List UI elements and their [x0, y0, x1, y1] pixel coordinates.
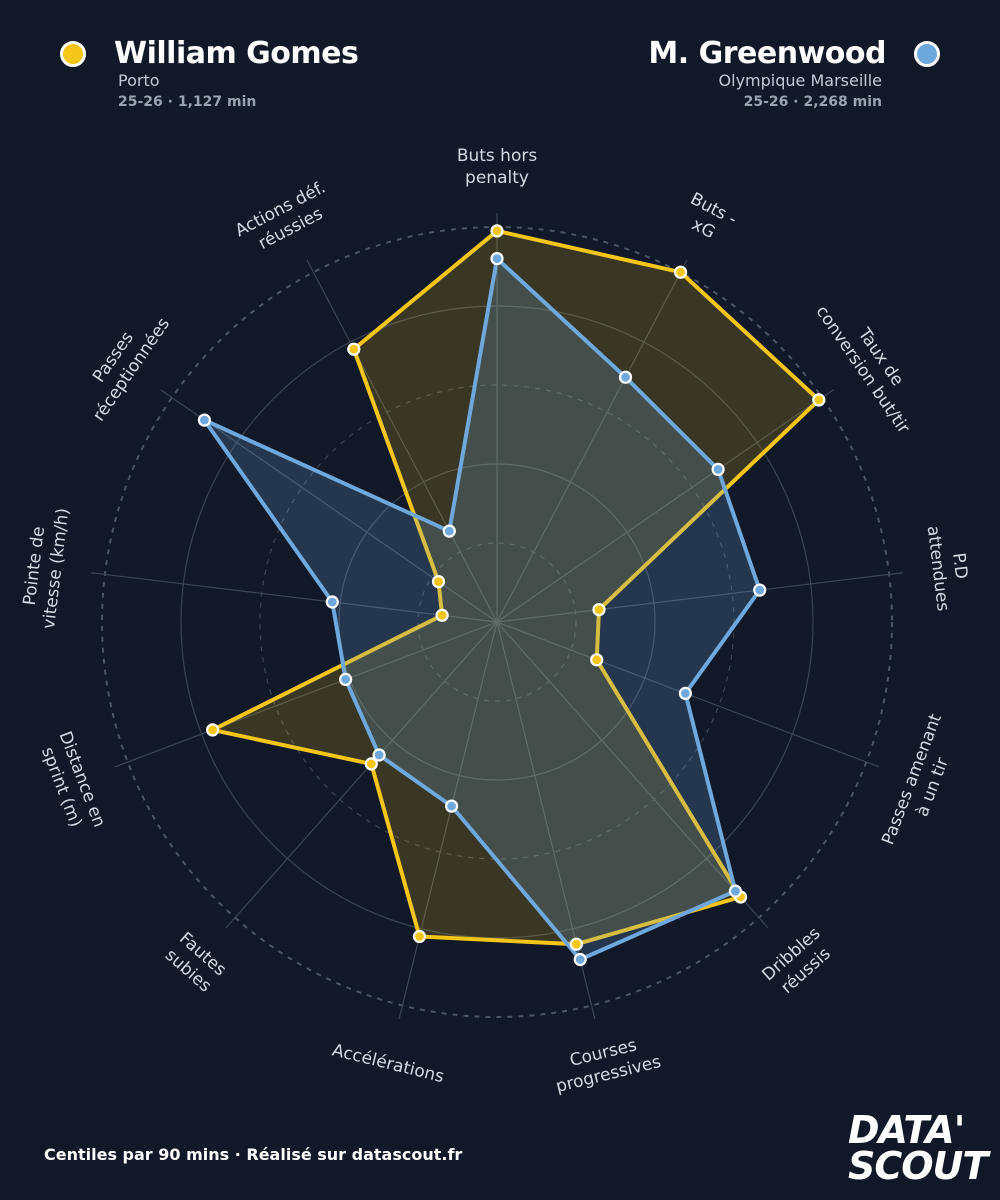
data-point-m-greenwood: [442, 524, 456, 538]
grid-ring: [417, 542, 577, 702]
data-point-william-gomes: [673, 265, 688, 279]
player-left-name: William Gomes: [114, 36, 359, 71]
series-area-m-greenwood: [202, 256, 762, 962]
player-left: William Gomes Porto 25-26 · 1,127 min: [60, 36, 359, 110]
data-point-m-greenwood: [678, 686, 693, 701]
data-point-william-gomes: [569, 937, 584, 951]
player-right-club: Olympique Marseille: [718, 71, 882, 90]
grid-spoke: [496, 572, 903, 623]
axis-label: Buts -xG: [687, 189, 740, 243]
data-point-william-gomes: [490, 224, 504, 238]
data-point-william-gomes: [590, 653, 604, 667]
grid-spoke: [225, 621, 498, 929]
datascout-logo: DATA' SCOUT: [848, 1108, 988, 1189]
grid-spoke: [306, 259, 498, 623]
grid-ring: [259, 384, 735, 860]
data-point-william-gomes: [431, 574, 446, 589]
footer-caption: Centiles par 90 mins · Réalisé sur datas…: [44, 1145, 463, 1164]
axis-label-line: vitesse (km/h): [39, 507, 73, 630]
data-point-m-greenwood: [445, 799, 459, 813]
data-point-m-greenwood: [325, 595, 339, 609]
data-point-m-greenwood: [372, 748, 386, 762]
data-point-m-greenwood: [753, 583, 767, 597]
player-left-color-dot: [60, 40, 86, 67]
grid-spoke: [114, 621, 498, 768]
data-point-m-greenwood: [573, 952, 587, 967]
logo-line-2: SCOUT: [848, 1144, 988, 1189]
grid-spoke: [496, 389, 834, 623]
data-point-m-greenwood: [618, 370, 633, 384]
grid-spoke: [398, 621, 498, 1020]
axis-label: Actions déf.réussies: [232, 178, 329, 254]
data-point-m-greenwood: [339, 672, 353, 687]
grid-spoke: [496, 259, 688, 623]
data-point-william-gomes: [206, 723, 220, 737]
data-point-william-gomes: [412, 929, 427, 944]
axis-label-line: Accélérations: [330, 1040, 446, 1087]
data-point-m-greenwood: [490, 252, 504, 266]
logo-line-1: DATA': [848, 1108, 965, 1152]
player-right-color-dot: [914, 40, 940, 67]
axis-label: Accélérations: [330, 1040, 446, 1087]
player-right-name: M. Greenwood: [648, 36, 886, 71]
data-point-william-gomes: [364, 757, 378, 771]
grid-spoke: [91, 572, 498, 623]
data-point-m-greenwood: [728, 884, 743, 898]
player-left-season: 25-26 · 1,127 min: [118, 94, 257, 110]
data-point-william-gomes: [347, 342, 361, 356]
grid-spoke: [496, 621, 596, 1020]
axis-label-line: attendues: [923, 525, 953, 613]
data-point-william-gomes: [592, 602, 606, 617]
data-point-william-gomes: [812, 393, 826, 407]
data-point-william-gomes: [435, 608, 449, 622]
player-right: M. Greenwood Olympique Marseille 25-26 ·…: [648, 36, 940, 110]
data-point-m-greenwood: [711, 462, 725, 476]
grid-spoke: [496, 621, 769, 929]
axis-label-line: Buts hors: [457, 146, 538, 166]
axis-label-line: P.D: [948, 552, 971, 580]
data-point-m-greenwood: [197, 413, 211, 427]
axis-label-line: penalty: [465, 168, 529, 188]
player-right-season: 25-26 · 2,268 min: [743, 94, 882, 110]
player-left-club: Porto: [118, 71, 160, 90]
